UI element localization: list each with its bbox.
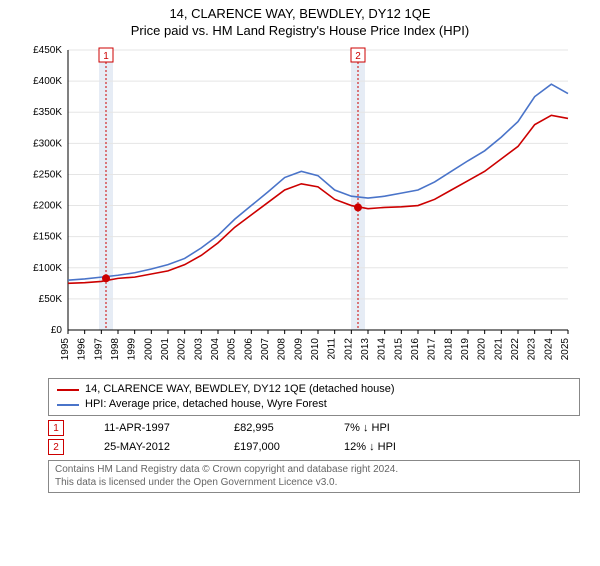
svg-text:2004: 2004 bbox=[210, 338, 221, 361]
sale-date: 11-APR-1997 bbox=[104, 422, 194, 434]
legend: 14, CLARENCE WAY, BEWDLEY, DY12 1QE (det… bbox=[48, 378, 580, 416]
svg-text:2: 2 bbox=[355, 51, 361, 62]
svg-text:2002: 2002 bbox=[177, 338, 188, 361]
footnote-line: Contains HM Land Registry data © Crown c… bbox=[55, 464, 573, 477]
svg-text:2016: 2016 bbox=[410, 338, 421, 361]
svg-text:1997: 1997 bbox=[93, 338, 104, 361]
svg-text:£0: £0 bbox=[51, 325, 63, 336]
svg-text:£300K: £300K bbox=[33, 138, 62, 149]
svg-text:2023: 2023 bbox=[527, 338, 538, 361]
svg-text:2019: 2019 bbox=[460, 338, 471, 361]
sale-vs-hpi: 7% ↓ HPI bbox=[344, 422, 434, 434]
legend-swatch bbox=[57, 389, 79, 391]
svg-text:2012: 2012 bbox=[343, 338, 354, 361]
svg-text:2025: 2025 bbox=[560, 338, 571, 361]
sale-price: £82,995 bbox=[234, 422, 304, 434]
svg-text:2001: 2001 bbox=[160, 338, 171, 361]
svg-text:2008: 2008 bbox=[277, 338, 288, 361]
sale-vs-hpi: 12% ↓ HPI bbox=[344, 441, 434, 453]
svg-text:2009: 2009 bbox=[293, 338, 304, 361]
svg-text:£350K: £350K bbox=[33, 107, 62, 118]
svg-text:£250K: £250K bbox=[33, 169, 62, 180]
svg-text:2014: 2014 bbox=[377, 338, 388, 361]
sale-date: 25-MAY-2012 bbox=[104, 441, 194, 453]
svg-text:£400K: £400K bbox=[33, 76, 62, 87]
sale-price: £197,000 bbox=[234, 441, 304, 453]
svg-text:1995: 1995 bbox=[60, 338, 71, 361]
sale-record: 1 11-APR-1997 £82,995 7% ↓ HPI bbox=[48, 420, 600, 436]
svg-text:1998: 1998 bbox=[110, 338, 121, 361]
legend-swatch bbox=[57, 404, 79, 406]
svg-text:£200K: £200K bbox=[33, 201, 62, 212]
price-chart: £0 £50K £100K £150K £200K £250K £300K £350K £400… bbox=[20, 42, 580, 372]
sale-record: 2 25-MAY-2012 £197,000 12% ↓ HPI bbox=[48, 439, 600, 455]
svg-text:2020: 2020 bbox=[477, 338, 488, 361]
svg-text:2024: 2024 bbox=[543, 338, 554, 361]
svg-text:2007: 2007 bbox=[260, 338, 271, 361]
footnote-line: This data is licensed under the Open Gov… bbox=[55, 477, 573, 490]
sale-marker-icon: 1 bbox=[48, 420, 64, 436]
svg-text:2006: 2006 bbox=[243, 338, 254, 361]
legend-label: 14, CLARENCE WAY, BEWDLEY, DY12 1QE (det… bbox=[85, 382, 395, 397]
legend-label: HPI: Average price, detached house, Wyre… bbox=[85, 397, 327, 412]
svg-text:2011: 2011 bbox=[327, 338, 338, 360]
svg-text:2017: 2017 bbox=[427, 338, 438, 361]
svg-text:1999: 1999 bbox=[127, 338, 138, 361]
svg-text:£450K: £450K bbox=[33, 45, 62, 56]
svg-text:£150K: £150K bbox=[33, 232, 62, 243]
svg-text:1996: 1996 bbox=[77, 338, 88, 361]
svg-text:2010: 2010 bbox=[310, 338, 321, 361]
svg-text:2003: 2003 bbox=[193, 338, 204, 361]
footnote: Contains HM Land Registry data © Crown c… bbox=[48, 460, 580, 493]
legend-item: HPI: Average price, detached house, Wyre… bbox=[57, 397, 571, 412]
svg-text:2022: 2022 bbox=[510, 338, 521, 361]
svg-text:2018: 2018 bbox=[443, 338, 454, 361]
svg-text:£100K: £100K bbox=[33, 263, 62, 274]
chart-title-line1: 14, CLARENCE WAY, BEWDLEY, DY12 1QE bbox=[0, 6, 600, 21]
svg-text:1: 1 bbox=[103, 51, 109, 62]
svg-text:2015: 2015 bbox=[393, 338, 404, 361]
svg-text:2005: 2005 bbox=[227, 338, 238, 361]
svg-text:£50K: £50K bbox=[39, 294, 63, 305]
sale-marker-icon: 2 bbox=[48, 439, 64, 455]
svg-text:2021: 2021 bbox=[493, 338, 504, 361]
svg-text:2013: 2013 bbox=[360, 338, 371, 361]
legend-item: 14, CLARENCE WAY, BEWDLEY, DY12 1QE (det… bbox=[57, 382, 571, 397]
svg-text:2000: 2000 bbox=[143, 338, 154, 361]
chart-title-line2: Price paid vs. HM Land Registry's House … bbox=[0, 23, 600, 38]
